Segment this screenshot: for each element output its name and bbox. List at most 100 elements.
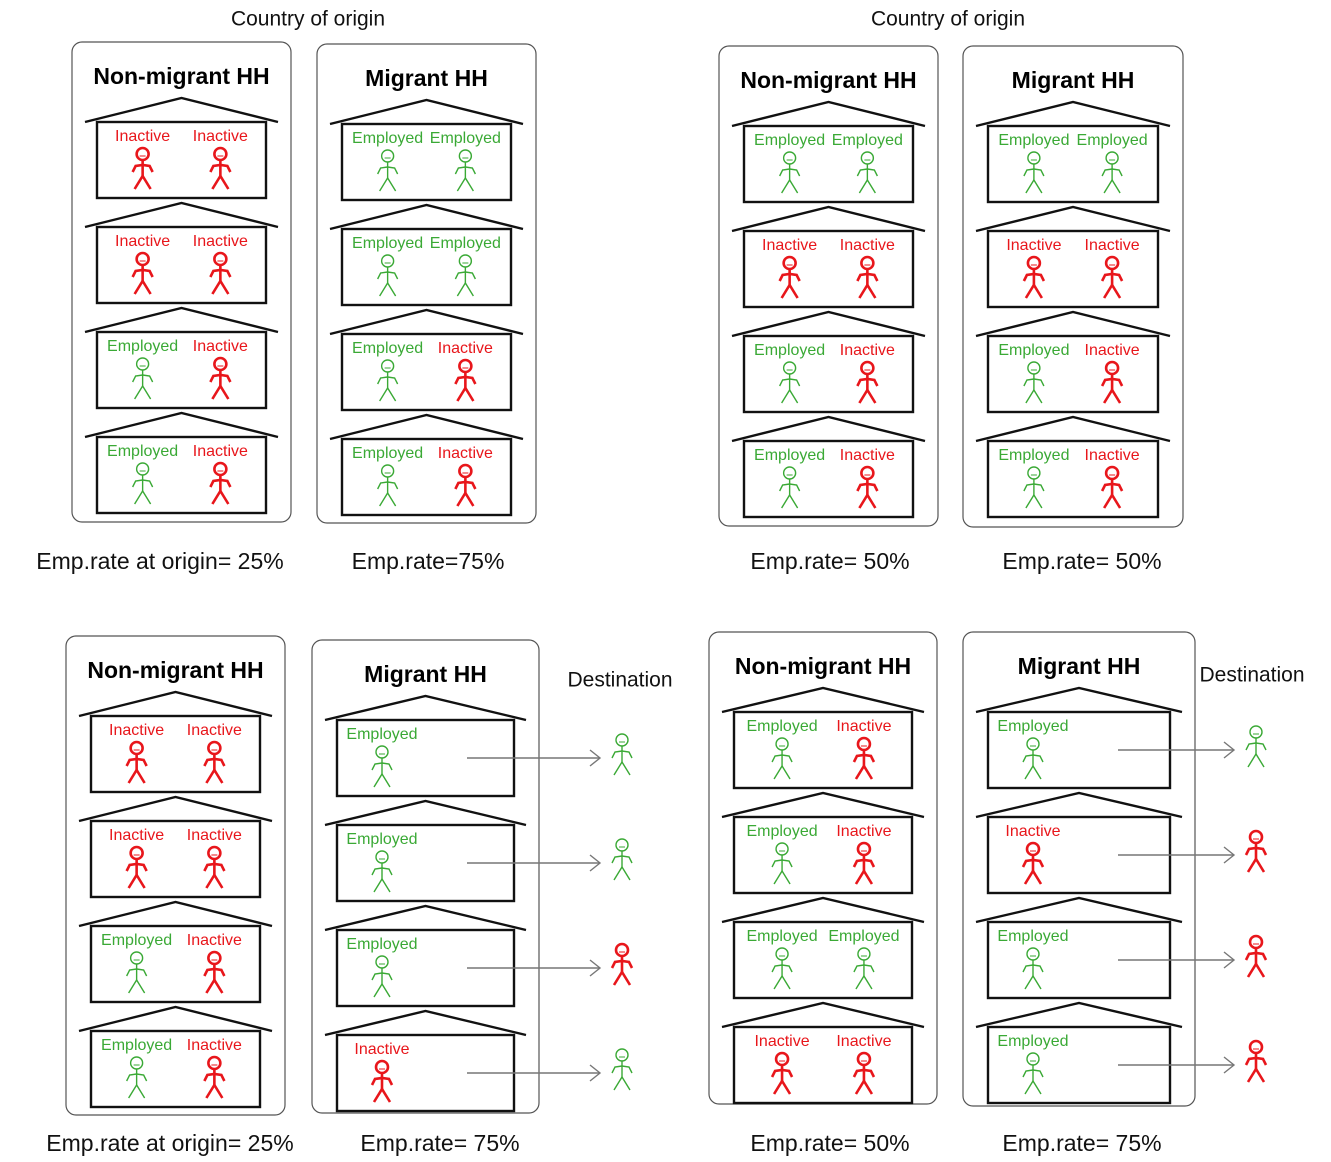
person xyxy=(209,251,232,295)
legs xyxy=(781,388,799,404)
group-box xyxy=(962,45,1184,528)
member-label: Employed xyxy=(346,936,417,953)
house-wall xyxy=(742,439,915,519)
house-roof xyxy=(324,799,527,827)
person xyxy=(454,463,477,507)
legs xyxy=(854,868,874,885)
person xyxy=(371,955,393,998)
member-label: Employed xyxy=(430,130,501,147)
member-label: Employed xyxy=(754,447,825,464)
person xyxy=(856,151,878,194)
head xyxy=(374,1059,390,1075)
head xyxy=(1027,151,1041,165)
legs xyxy=(1024,764,1042,780)
legs xyxy=(781,493,799,509)
person xyxy=(203,740,226,784)
person xyxy=(1244,1039,1268,1083)
arms xyxy=(1100,482,1124,492)
person xyxy=(454,358,477,402)
arms xyxy=(1245,742,1267,751)
legs xyxy=(772,1078,792,1095)
legs xyxy=(128,1083,146,1099)
person xyxy=(1022,737,1044,780)
person xyxy=(779,361,801,404)
head xyxy=(213,251,228,267)
legs xyxy=(205,977,224,994)
legs xyxy=(1023,868,1043,885)
member-label: Inactive xyxy=(762,237,817,254)
member-label: Employed xyxy=(352,445,423,462)
member-label: Inactive xyxy=(193,128,248,145)
group-title: Migrant HH xyxy=(1012,67,1135,93)
legs xyxy=(613,865,631,881)
member-label: Inactive xyxy=(187,932,242,949)
arms xyxy=(377,376,399,385)
head xyxy=(458,358,473,374)
legs xyxy=(211,173,230,190)
person xyxy=(771,842,793,885)
head xyxy=(207,845,222,861)
house-roof xyxy=(731,415,926,443)
member-label: Inactive xyxy=(1085,342,1140,359)
house-roof xyxy=(721,1001,925,1029)
arms xyxy=(377,481,399,490)
arms xyxy=(371,972,393,981)
head xyxy=(860,360,875,376)
person xyxy=(125,740,148,784)
arrow-head xyxy=(1223,951,1236,969)
section-header: Country of origin xyxy=(871,8,1025,31)
member-label: Employed xyxy=(997,718,1068,735)
house-wall xyxy=(986,124,1160,204)
person xyxy=(610,942,634,986)
member-label: Employed xyxy=(746,823,817,840)
house-roof xyxy=(721,791,925,819)
person xyxy=(377,359,399,402)
group-caption: Emp.rate=75% xyxy=(352,548,505,574)
member-label: Inactive xyxy=(115,128,170,145)
house-roof xyxy=(329,413,524,441)
person xyxy=(1101,151,1123,194)
arms xyxy=(371,762,393,771)
member-label: Inactive xyxy=(193,233,248,250)
legs xyxy=(133,278,152,295)
head xyxy=(1104,255,1120,271)
person xyxy=(1244,934,1268,978)
arms xyxy=(1100,377,1124,387)
house-roof xyxy=(78,795,273,823)
head xyxy=(856,736,872,752)
group-box xyxy=(311,639,540,1114)
house-roof xyxy=(84,96,279,124)
head xyxy=(775,842,789,856)
arms xyxy=(209,268,232,278)
legs xyxy=(1247,752,1265,768)
house-roof xyxy=(731,205,926,233)
arms xyxy=(1021,858,1045,868)
member-label: Inactive xyxy=(354,1041,409,1058)
head xyxy=(1249,725,1263,739)
member-label: Inactive xyxy=(187,722,242,739)
legs xyxy=(773,974,791,990)
arms xyxy=(611,1065,633,1074)
house-wall xyxy=(340,437,513,517)
head xyxy=(380,149,395,163)
legs xyxy=(858,178,876,194)
arms xyxy=(1244,1056,1268,1066)
head xyxy=(129,740,144,756)
arms xyxy=(203,862,226,872)
member-label: Employed xyxy=(107,443,178,460)
house-roof xyxy=(975,415,1171,443)
arms xyxy=(203,757,226,767)
house-roof xyxy=(324,904,527,932)
arms xyxy=(203,1072,226,1082)
group-caption: Emp.rate= 50% xyxy=(750,548,909,574)
legs xyxy=(134,489,152,505)
person xyxy=(771,947,793,990)
member-label: Inactive xyxy=(438,445,493,462)
legs xyxy=(379,281,397,297)
group-title: Non-migrant HH xyxy=(93,63,269,89)
member-label: Inactive xyxy=(438,340,493,357)
member-label: Inactive xyxy=(1085,447,1140,464)
arms xyxy=(856,482,879,492)
head xyxy=(380,359,395,373)
group-title: Non-migrant HH xyxy=(735,653,911,679)
